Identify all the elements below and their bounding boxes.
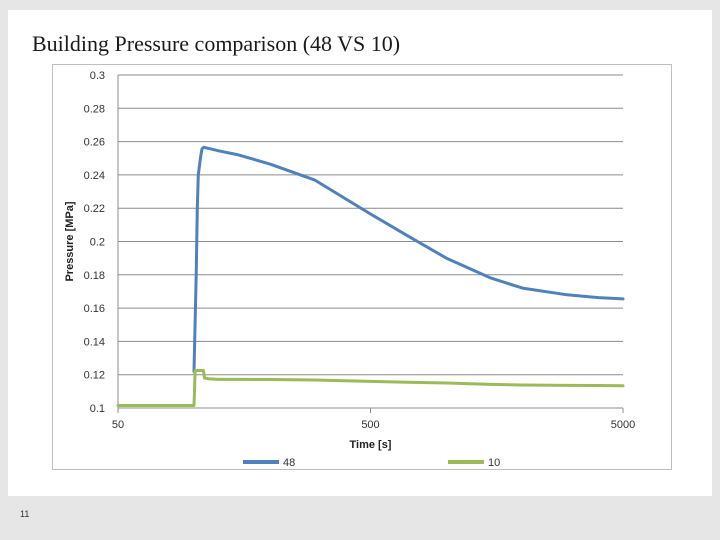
legend-label-10: 10 bbox=[488, 457, 500, 469]
y-tick-label: 0.18 bbox=[84, 270, 105, 282]
y-tick-label: 0.1 bbox=[90, 403, 105, 415]
y-tick-label: 0.16 bbox=[84, 303, 105, 315]
y-tick-label: 0.28 bbox=[84, 103, 105, 115]
y-tick-label: 0.22 bbox=[84, 203, 105, 215]
y-axis-title: Pressure [MPa] bbox=[64, 201, 76, 281]
y-tick-label: 0.2 bbox=[90, 237, 105, 249]
x-tick-label: 500 bbox=[361, 419, 379, 431]
series-line-48 bbox=[192, 145, 625, 373]
y-tick-label: 0.12 bbox=[84, 370, 105, 382]
chart-frame: 0.1 0.12 0.14 0.16 0.18 0.2 0.22 0.24 0.26 0.28 0.… bbox=[52, 64, 672, 470]
x-tick-label: 50 bbox=[112, 419, 124, 431]
page-number: 11 bbox=[20, 509, 30, 519]
y-tick-label: 0.24 bbox=[84, 170, 105, 182]
line-chart: 0.1 0.12 0.14 0.16 0.18 0.2 0.22 0.24 0.26 0.28 0.… bbox=[64, 70, 635, 469]
series-line-10 bbox=[116, 369, 625, 407]
x-axis-title: Time [s] bbox=[350, 439, 392, 451]
slide-title: Building Pressure comparison (48 VS 10) bbox=[32, 31, 401, 56]
y-tick-label: 0.3 bbox=[90, 70, 105, 82]
x-tick-label: 5000 bbox=[611, 419, 635, 431]
y-tick-label: 0.26 bbox=[84, 137, 105, 149]
legend-label-48: 48 bbox=[283, 457, 295, 469]
y-tick-label: 0.14 bbox=[84, 336, 105, 348]
